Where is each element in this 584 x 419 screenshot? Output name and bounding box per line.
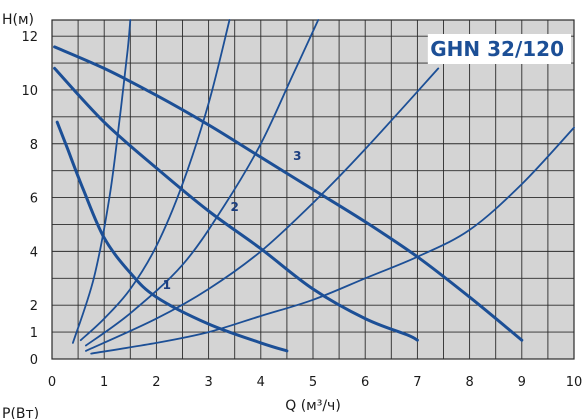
y-tick-label: 12 (21, 30, 38, 45)
system-curve (85, 67, 440, 352)
system-curve (85, 19, 320, 347)
x-tick-label: 3 (204, 375, 212, 390)
y-tick-label: 4 (30, 245, 38, 260)
y-tick-label: 8 (30, 138, 38, 153)
model-title-background (427, 34, 571, 64)
x-tick-label: 10 (566, 375, 583, 390)
x-tick-label: 1 (100, 375, 108, 390)
system-curve (90, 126, 575, 355)
x-axis-label: Q (м³/ч) (285, 398, 341, 414)
pump-curve-1 (55, 120, 289, 353)
curves (53, 19, 575, 355)
x-tick-label: 5 (309, 375, 317, 390)
y-tick-label: 6 (30, 192, 38, 207)
x-tick-label: 2 (152, 375, 160, 390)
curve-label-2: 2 (231, 200, 239, 214)
pump-curve-3 (53, 45, 524, 342)
model-title: GHN 32/120 (430, 37, 564, 61)
system-curve (79, 19, 231, 342)
x-tick-label: 0 (48, 375, 56, 390)
y-tick-label: 0 (30, 353, 38, 368)
x-tick-label: 4 (257, 375, 265, 390)
x-tick-label: 9 (518, 375, 526, 390)
curve-label-1: 1 (163, 278, 171, 292)
x-tick-labels: 0 1 2 3 4 5 6 7 8 9 10 (48, 375, 582, 390)
x-tick-label: 7 (413, 375, 421, 390)
grid (51, 20, 575, 360)
curve-label-3: 3 (293, 149, 301, 163)
power-axis-label: P(Вт) (2, 406, 39, 419)
curve-labels: 1 2 3 (163, 149, 302, 292)
x-tick-label: 8 (465, 375, 473, 390)
system-curve (72, 19, 132, 344)
x-tick-label: 6 (361, 375, 369, 390)
y-axis-label: H(м) (2, 12, 34, 28)
y-tick-label: 10 (21, 84, 38, 99)
y-tick-label: 2 (30, 299, 38, 314)
y-tick-label: 1 (30, 326, 38, 341)
pump-curve-2 (53, 66, 419, 342)
